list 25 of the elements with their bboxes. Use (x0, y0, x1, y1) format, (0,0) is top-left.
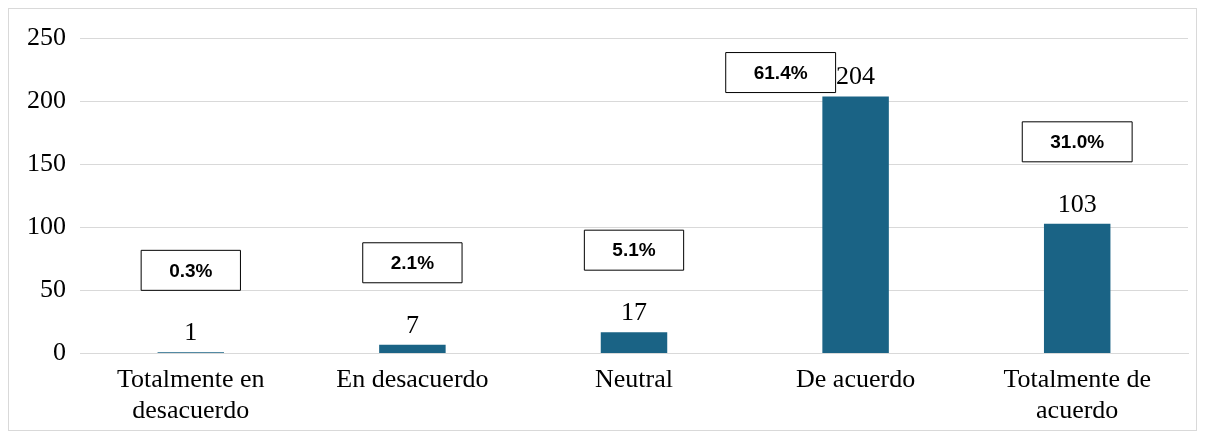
y-tick-label: 250 (27, 22, 66, 52)
data-label: 103 (1057, 188, 1097, 218)
bar (1043, 223, 1111, 354)
x-tick-label: Totalmente de acuerdo (1003, 364, 1152, 425)
annotation: 31.0% (1050, 131, 1105, 153)
data-label: 7 (405, 309, 419, 339)
x-tick-label: De acuerdo (796, 364, 916, 394)
bar (822, 96, 889, 354)
bar (379, 344, 446, 354)
data-label: 204 (836, 61, 876, 91)
y-tick-label: 50 (40, 274, 66, 304)
y-tick-label: 150 (27, 148, 66, 178)
annotation: 5.1% (612, 239, 656, 261)
data-label: 1 (184, 317, 198, 347)
x-tick-label: En desacuerdo (336, 364, 489, 394)
data-label: 17 (621, 297, 647, 327)
y-tick-label: 200 (27, 85, 66, 115)
annotation: 2.1% (390, 252, 435, 274)
y-tick-label: 0 (53, 337, 66, 367)
bar (600, 332, 668, 354)
annotation: 61.4% (753, 61, 808, 83)
y-tick-label: 100 (27, 211, 66, 241)
x-tick-label: Neutral (595, 364, 673, 394)
annotation: 0.3% (169, 259, 213, 281)
x-tick-label: Totalmente en desacuerdo (116, 364, 265, 425)
